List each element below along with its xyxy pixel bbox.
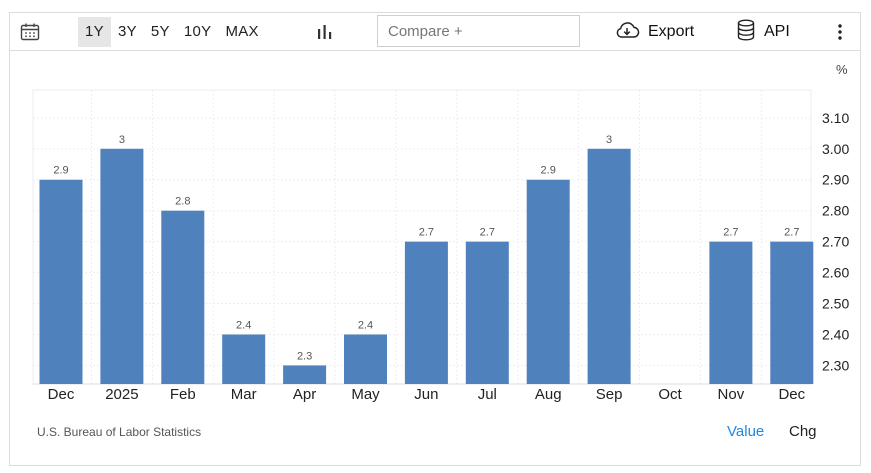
data-label: 2.9 bbox=[53, 165, 68, 177]
y-tick-label: 2.70 bbox=[822, 234, 849, 250]
export-label: Export bbox=[648, 23, 695, 40]
y-tick-label: 2.80 bbox=[822, 203, 849, 219]
y-tick-label: 3.00 bbox=[822, 141, 849, 157]
range-1y-button[interactable]: 1Y bbox=[78, 17, 111, 47]
x-tick-label: 2025 bbox=[105, 386, 138, 403]
export-button[interactable]: Export bbox=[614, 17, 694, 47]
range-10y-button[interactable]: 10Y bbox=[183, 23, 212, 40]
y-tick-label: 2.30 bbox=[822, 357, 849, 373]
x-tick-label: Apr bbox=[293, 386, 316, 403]
x-tick-label: May bbox=[351, 386, 380, 403]
bar bbox=[770, 241, 814, 384]
x-tick-label: Jun bbox=[414, 386, 438, 403]
bar bbox=[161, 210, 205, 384]
vertical-ellipsis-icon[interactable] bbox=[836, 23, 844, 41]
data-label: 2.4 bbox=[358, 319, 373, 331]
y-tick-label: 2.60 bbox=[822, 265, 849, 281]
x-tick-label: Feb bbox=[170, 386, 196, 403]
x-tick-label: Mar bbox=[231, 386, 257, 403]
api-label: API bbox=[764, 23, 790, 40]
x-tick-label: Aug bbox=[535, 386, 562, 403]
y-tick-label: 2.90 bbox=[822, 172, 849, 188]
range-selector: 1Y 3Y 5Y 10Y MAX bbox=[78, 17, 266, 47]
bar-chart-icon[interactable] bbox=[316, 23, 334, 41]
bar bbox=[404, 241, 448, 384]
range-5y-button[interactable]: 5Y bbox=[150, 23, 170, 40]
bar bbox=[222, 334, 266, 384]
x-tick-label: Dec bbox=[778, 386, 805, 403]
x-tick-label: Oct bbox=[658, 386, 682, 403]
data-label: 2.7 bbox=[723, 227, 738, 239]
bar bbox=[39, 179, 83, 384]
data-label: 2.7 bbox=[419, 227, 434, 239]
y-tick-label: 3.10 bbox=[822, 110, 849, 126]
bar bbox=[587, 148, 631, 384]
data-label: 2.3 bbox=[297, 350, 312, 362]
range-max-button[interactable]: MAX bbox=[225, 23, 259, 40]
data-label: 2.7 bbox=[784, 227, 799, 239]
data-label: 2.8 bbox=[175, 196, 190, 208]
bar bbox=[100, 148, 144, 384]
bar bbox=[344, 334, 387, 384]
api-button[interactable]: API bbox=[737, 17, 790, 47]
chg-tab[interactable]: Chg bbox=[789, 423, 817, 440]
bar bbox=[709, 241, 753, 384]
compare-input[interactable] bbox=[377, 15, 580, 47]
data-label: 2.9 bbox=[541, 165, 556, 177]
data-label: 2.4 bbox=[236, 319, 251, 331]
chart-toolbar: 1Y 3Y 5Y 10Y MAX Export bbox=[10, 13, 860, 51]
y-tick-label: 2.40 bbox=[822, 326, 849, 342]
y-tick-label: 2.50 bbox=[822, 296, 849, 312]
database-icon bbox=[737, 19, 755, 46]
x-tick-label: Dec bbox=[48, 386, 75, 403]
cloud-download-icon bbox=[614, 21, 640, 44]
data-label: 2.7 bbox=[480, 227, 495, 239]
bar bbox=[283, 365, 327, 384]
value-tab[interactable]: Value bbox=[727, 423, 765, 440]
x-tick-label: Jul bbox=[478, 386, 497, 403]
calendar-icon[interactable] bbox=[20, 23, 40, 41]
data-label: 3 bbox=[119, 134, 125, 146]
unit-label: % bbox=[836, 62, 848, 77]
range-3y-button[interactable]: 3Y bbox=[117, 23, 137, 40]
data-source: U.S. Bureau of Labor Statistics bbox=[37, 425, 202, 439]
x-tick-label: Nov bbox=[718, 386, 745, 403]
bar bbox=[465, 241, 509, 384]
data-label: 3 bbox=[606, 134, 612, 146]
x-tick-label: Sep bbox=[596, 386, 623, 403]
bar bbox=[526, 179, 570, 384]
